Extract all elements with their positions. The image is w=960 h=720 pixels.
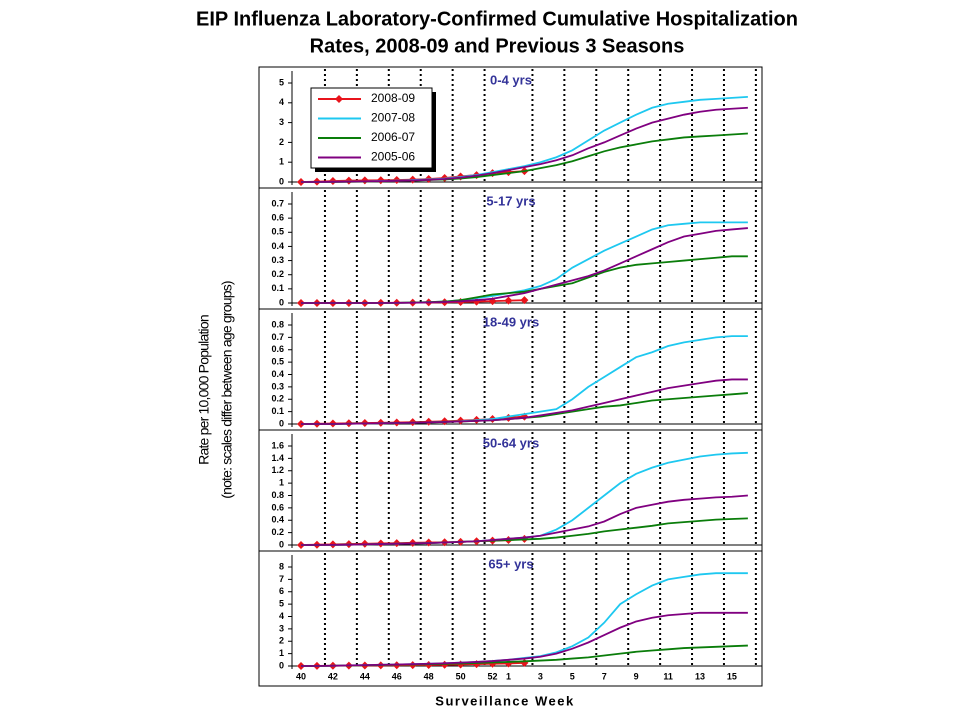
- y-tick-label: 1: [279, 157, 284, 167]
- y-tick-label: 0.7: [271, 332, 284, 342]
- data-point: [344, 176, 353, 185]
- series-line: [301, 611, 748, 667]
- y-axis-label: (note: scales differ between age groups): [219, 281, 235, 499]
- x-tick-label: 15: [727, 671, 737, 681]
- y-tick-label: 0.3: [271, 255, 284, 265]
- legend-marker: [335, 95, 343, 103]
- x-tick-label: 42: [328, 671, 338, 681]
- data-point: [504, 296, 513, 305]
- y-tick-label: 7: [279, 574, 284, 584]
- y-tick-label: 2: [279, 636, 284, 646]
- y-tick-label: 0.6: [271, 502, 284, 512]
- y-tick-label: 0.2: [271, 394, 284, 404]
- y-tick-label: 1.4: [271, 453, 284, 463]
- y-tick-label: 1: [279, 648, 284, 658]
- y-tick-label: 0.8: [271, 319, 284, 329]
- series-line: [301, 227, 748, 304]
- y-tick-label: 1: [279, 478, 284, 488]
- series-line: [301, 572, 748, 667]
- legend: [310, 87, 433, 169]
- y-tick-label: 0.2: [271, 269, 284, 279]
- y-tick-label: 0.1: [271, 283, 284, 293]
- y-tick-label: 3: [279, 623, 284, 633]
- data-point: [520, 296, 529, 305]
- series-line: [301, 106, 748, 183]
- y-tick-label: 5: [279, 599, 284, 609]
- panel-title: 18-49 yrs: [483, 314, 539, 329]
- x-axis-label: Surveillance Week: [435, 693, 574, 708]
- y-tick-label: 0: [279, 418, 284, 428]
- y-tick-label: 0.2: [271, 527, 284, 537]
- x-tick-label: 52: [488, 671, 498, 681]
- y-tick-label: 0.1: [271, 406, 284, 416]
- y-tick-label: 0.7: [271, 198, 284, 208]
- x-tick-label: 9: [634, 671, 639, 681]
- data-point: [360, 176, 369, 185]
- series-line: [301, 335, 748, 425]
- y-tick-label: 8: [279, 561, 284, 571]
- chart-title: Rates, 2008-09 and Previous 3 Seasons: [310, 35, 685, 57]
- y-tick-label: 0.6: [271, 213, 284, 223]
- y-tick-label: 1.2: [271, 465, 284, 475]
- y-tick-label: 0.6: [271, 344, 284, 354]
- y-tick-label: 0: [279, 176, 284, 186]
- series-line: [301, 378, 748, 425]
- x-tick-label: 1: [506, 671, 511, 681]
- x-tick-label: 11: [663, 671, 673, 681]
- legend-label: 2008-09: [371, 91, 415, 105]
- y-tick-label: 0: [279, 297, 284, 307]
- x-tick-label: 7: [602, 671, 607, 681]
- y-tick-label: 3: [279, 117, 284, 127]
- panel-title: 65+ yrs: [488, 556, 533, 571]
- x-tick-label: 48: [424, 671, 434, 681]
- x-tick-label: 44: [360, 671, 370, 681]
- legend-label: 2005-06: [371, 150, 415, 164]
- y-tick-label: 0.4: [271, 369, 284, 379]
- y-tick-label: 0: [279, 660, 284, 670]
- y-axis-label: Rate per 10,000 Population: [196, 315, 212, 465]
- y-tick-label: 1.6: [271, 440, 284, 450]
- y-tick-label: 6: [279, 586, 284, 596]
- y-tick-label: 4: [279, 97, 284, 107]
- x-tick-label: 3: [538, 671, 543, 681]
- x-tick-label: 46: [392, 671, 402, 681]
- x-tick-label: 13: [695, 671, 705, 681]
- panel-title: 50-64 yrs: [483, 435, 539, 450]
- legend-label: 2007-08: [371, 111, 415, 125]
- y-tick-label: 0.5: [271, 227, 284, 237]
- x-tick-label: 50: [456, 671, 466, 681]
- y-tick-label: 0.4: [271, 241, 284, 251]
- chart-title: EIP Influenza Laboratory-Confirmed Cumul…: [196, 8, 798, 30]
- y-tick-label: 5: [279, 77, 284, 87]
- y-tick-label: 2: [279, 137, 284, 147]
- series-line: [301, 451, 748, 546]
- y-tick-label: 0.3: [271, 381, 284, 391]
- y-tick-label: 0.8: [271, 490, 284, 500]
- series-line: [301, 494, 748, 546]
- y-tick-label: 0: [279, 539, 284, 549]
- legend-label: 2006-07: [371, 130, 415, 144]
- y-tick-label: 0.4: [271, 515, 284, 525]
- y-tick-label: 0.5: [271, 357, 284, 367]
- y-tick-label: 4: [279, 611, 284, 621]
- series-line: [301, 255, 748, 304]
- x-tick-label: 40: [296, 671, 306, 681]
- x-tick-label: 5: [570, 671, 575, 681]
- panel-title: 0-4 yrs: [490, 72, 532, 87]
- panel-title: 5-17 yrs: [486, 193, 535, 208]
